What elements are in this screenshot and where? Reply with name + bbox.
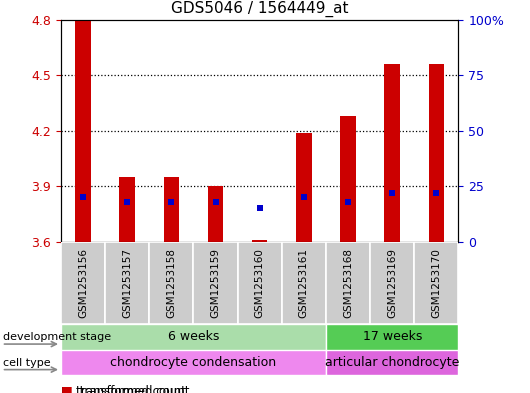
- Text: GSM1253156: GSM1253156: [78, 248, 88, 318]
- Bar: [61, 350, 326, 375]
- Bar: [340, 116, 356, 242]
- Text: GSM1253161: GSM1253161: [299, 248, 309, 318]
- Bar: [326, 324, 458, 350]
- Bar: [61, 324, 326, 350]
- Text: GSM1253157: GSM1253157: [122, 248, 132, 318]
- Text: GSM1253158: GSM1253158: [166, 248, 176, 318]
- Bar: [326, 350, 458, 375]
- Bar: [384, 64, 400, 242]
- Bar: [119, 177, 135, 242]
- Text: transformed count: transformed count: [76, 384, 186, 393]
- Bar: [296, 132, 312, 242]
- Bar: [149, 242, 193, 324]
- Bar: [193, 242, 237, 324]
- Bar: [370, 242, 414, 324]
- Bar: [237, 242, 282, 324]
- Text: GSM1253170: GSM1253170: [431, 248, 441, 318]
- Text: GSM1253168: GSM1253168: [343, 248, 353, 318]
- Text: GSM1253169: GSM1253169: [387, 248, 397, 318]
- Bar: [326, 242, 370, 324]
- Text: GSM1253159: GSM1253159: [210, 248, 220, 318]
- Bar: [105, 242, 149, 324]
- Text: ■  transformed count: ■ transformed count: [61, 384, 189, 393]
- Bar: [252, 240, 268, 242]
- Bar: [282, 242, 326, 324]
- Bar: [208, 186, 223, 242]
- Text: 6 weeks: 6 weeks: [168, 331, 219, 343]
- Bar: [75, 20, 91, 242]
- Text: articular chondrocyte: articular chondrocyte: [325, 356, 460, 369]
- Text: cell type: cell type: [3, 358, 50, 367]
- Bar: [429, 64, 444, 242]
- Bar: [61, 242, 105, 324]
- Bar: [414, 242, 458, 324]
- Title: GDS5046 / 1564449_at: GDS5046 / 1564449_at: [171, 1, 348, 17]
- Text: development stage: development stage: [3, 332, 111, 342]
- Text: GSM1253160: GSM1253160: [255, 248, 264, 318]
- Text: chondrocyte condensation: chondrocyte condensation: [110, 356, 277, 369]
- Bar: [164, 177, 179, 242]
- Text: ■: ■: [61, 384, 73, 393]
- Text: 17 weeks: 17 weeks: [363, 331, 422, 343]
